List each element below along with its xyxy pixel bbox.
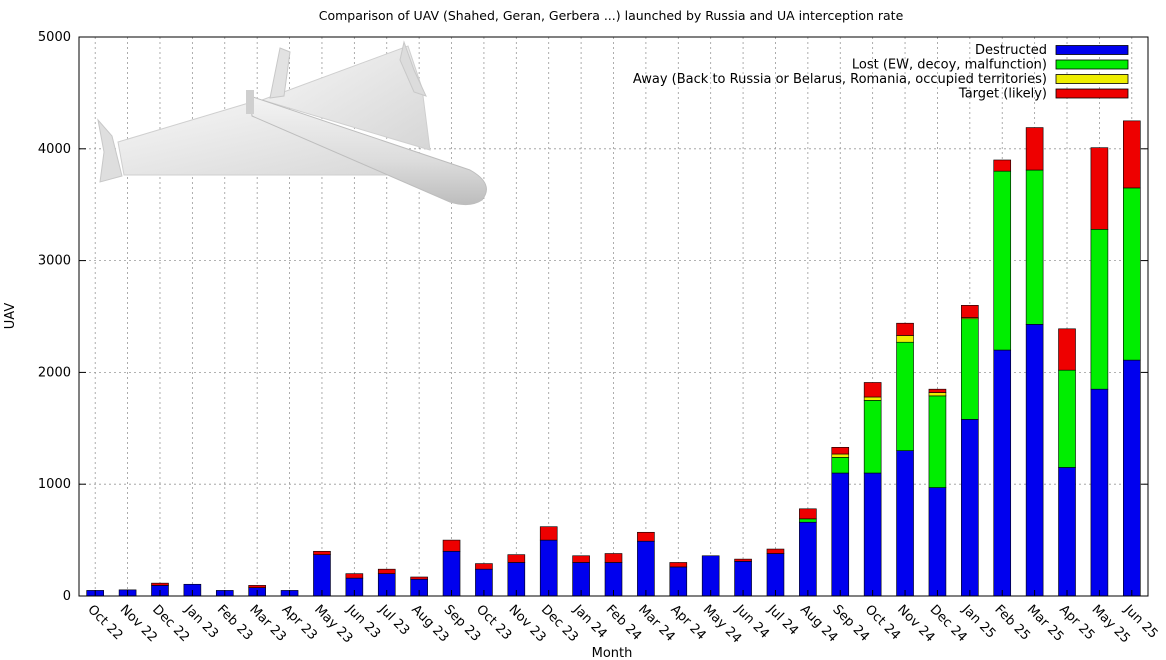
bar-segment [993,159,1012,172]
drone-illustration [97,40,487,206]
bar-segment [863,400,882,474]
bar-segment [701,555,720,597]
chart-title: Comparison of UAV (Shahed, Geran, Gerber… [319,8,904,23]
x-tick-label: Feb 23 [214,602,256,644]
bar-segment [1123,187,1141,361]
x-axis-title: Month [592,646,633,660]
bar-segment [442,550,461,597]
bar-segment [928,392,947,397]
bar-segment [928,395,947,488]
bar-segment [313,550,331,555]
bar-segment [1058,467,1076,597]
bar-segment [863,472,882,597]
bar-segment [248,585,266,588]
bar-segment [896,322,914,336]
bar-segment [1058,369,1076,468]
bar-segment [961,318,979,420]
bar-segment [637,531,655,542]
bar-segment [961,419,979,597]
legend-label: Destructed [975,43,1047,58]
y-tick-label: 1000 [38,477,71,492]
bar-segment [604,553,623,563]
bar-segment [475,563,493,570]
y-tick-label: 5000 [38,30,71,45]
y-tick-label: 2000 [38,365,71,380]
bar-segment [799,521,817,597]
bar-segment [831,453,850,458]
bar-segment [863,382,882,398]
bar-segment [1058,328,1076,371]
y-tick-label: 4000 [38,142,71,157]
bar-segment [377,568,396,574]
bar-segment [1090,388,1109,597]
bar-segment [831,447,850,455]
bar-segment [799,508,817,520]
y-tick-label: 3000 [38,254,71,269]
bar-segment [539,526,558,541]
bar-segment [928,487,947,597]
bar-segment [313,554,331,597]
bar-segment [637,540,655,597]
bar-segment [1090,228,1109,390]
legend-swatch [1055,45,1129,55]
x-tick-label: Feb 24 [603,602,645,644]
legend-swatch [1055,74,1129,84]
bar-segment [896,335,914,343]
bar-segment [928,388,947,393]
y-tick-label: 0 [63,589,71,604]
bar-segment [799,518,817,523]
bar-segment [669,562,688,568]
bar-segment [1025,127,1044,171]
legend-label: Target (likely) [958,87,1047,102]
bar-segment [1025,169,1044,325]
bar-segment [766,553,785,597]
bar-segment [993,170,1012,351]
x-tick-label: Oct 22 [84,602,125,643]
bar-segment [1123,359,1141,597]
bar-segment [507,554,526,563]
bar-segment [766,548,785,554]
bar-segment [572,555,590,563]
bar-segment [539,539,558,597]
y-axis-title: UAV [3,303,18,330]
legend-label: Lost (EW, decoy, malfunction) [852,58,1047,73]
bar-segment [410,576,428,580]
bar-segment [1123,120,1141,189]
bar-segment [345,573,364,579]
bar-segment [896,341,914,451]
bar-segment [1025,324,1044,597]
bar-segment [961,305,979,318]
bar-segment [863,396,882,401]
x-tick-label: Feb 25 [991,602,1033,644]
bar-segment [1090,147,1109,230]
bar-segment [993,349,1012,597]
bar-segment [831,472,850,597]
legend-swatch [1055,59,1129,70]
bar-segment [831,457,850,474]
bar-segment [734,558,752,562]
bar-segment [442,539,461,552]
legend-swatch [1055,88,1129,99]
bar-segment [896,450,914,597]
legend-label: Away (Back to Russia or Belarus, Romania… [633,72,1047,87]
bar-segment [151,582,169,586]
